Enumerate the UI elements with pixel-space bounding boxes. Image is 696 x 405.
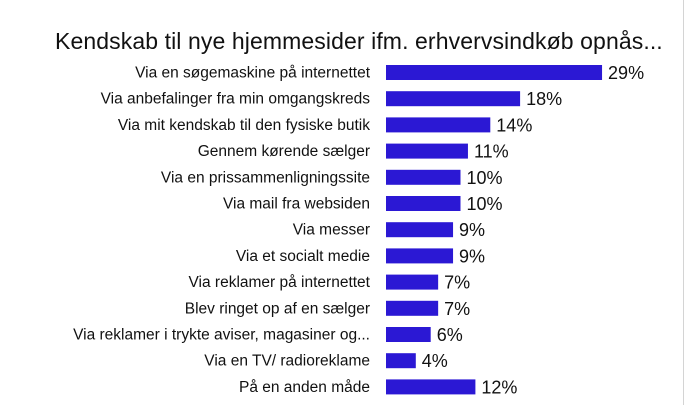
category-label: Via mail fra websiden bbox=[223, 196, 370, 213]
bar bbox=[386, 91, 521, 107]
value-label: 4% bbox=[422, 351, 448, 371]
category-label: Via mit kendskab til den fysiske butik bbox=[118, 117, 370, 134]
bar bbox=[386, 117, 491, 133]
value-label: 6% bbox=[437, 325, 463, 345]
chart-title: Kendskab til nye hjemmesider ifm. erhver… bbox=[55, 28, 663, 54]
value-label: 7% bbox=[444, 273, 470, 293]
bar bbox=[386, 274, 439, 290]
category-label: Via reklamer på internettet bbox=[188, 274, 370, 291]
category-label: Via anbefalinger fra min omgangskreds bbox=[101, 91, 371, 108]
bar bbox=[386, 379, 476, 395]
category-label: Via en søgemaskine på internettet bbox=[135, 65, 371, 82]
bar bbox=[386, 196, 461, 211]
value-label: 9% bbox=[459, 220, 485, 240]
bar bbox=[386, 65, 603, 80]
value-label: 10% bbox=[467, 168, 503, 188]
value-label: 10% bbox=[467, 194, 503, 214]
bar bbox=[386, 169, 461, 185]
category-label: Via en prissammenligningssite bbox=[161, 169, 370, 186]
category-label: På en anden måde bbox=[239, 379, 370, 396]
category-label: Via et socialt medie bbox=[236, 248, 370, 265]
divider bbox=[683, 0, 684, 405]
value-label: 7% bbox=[444, 299, 470, 319]
bar bbox=[386, 300, 439, 316]
bar bbox=[386, 353, 416, 369]
value-label: 11% bbox=[474, 142, 509, 162]
bar bbox=[386, 143, 468, 159]
category-label: Via reklamer i trykte aviser, magasiner … bbox=[73, 327, 370, 344]
category-label: Via en TV/ radioreklame bbox=[204, 353, 370, 370]
category-label: Blev ringet op af en sælger bbox=[185, 300, 370, 317]
bar bbox=[386, 222, 454, 238]
value-label: 14% bbox=[496, 115, 532, 135]
bar bbox=[386, 248, 454, 264]
value-label: 18% bbox=[526, 89, 562, 109]
category-label: Via messer bbox=[293, 222, 370, 239]
value-label: 29% bbox=[608, 63, 644, 83]
value-label: 9% bbox=[459, 246, 485, 266]
category-label: Gennem kørende sælger bbox=[198, 143, 370, 160]
bar bbox=[386, 327, 431, 342]
value-label: 12% bbox=[481, 377, 517, 397]
